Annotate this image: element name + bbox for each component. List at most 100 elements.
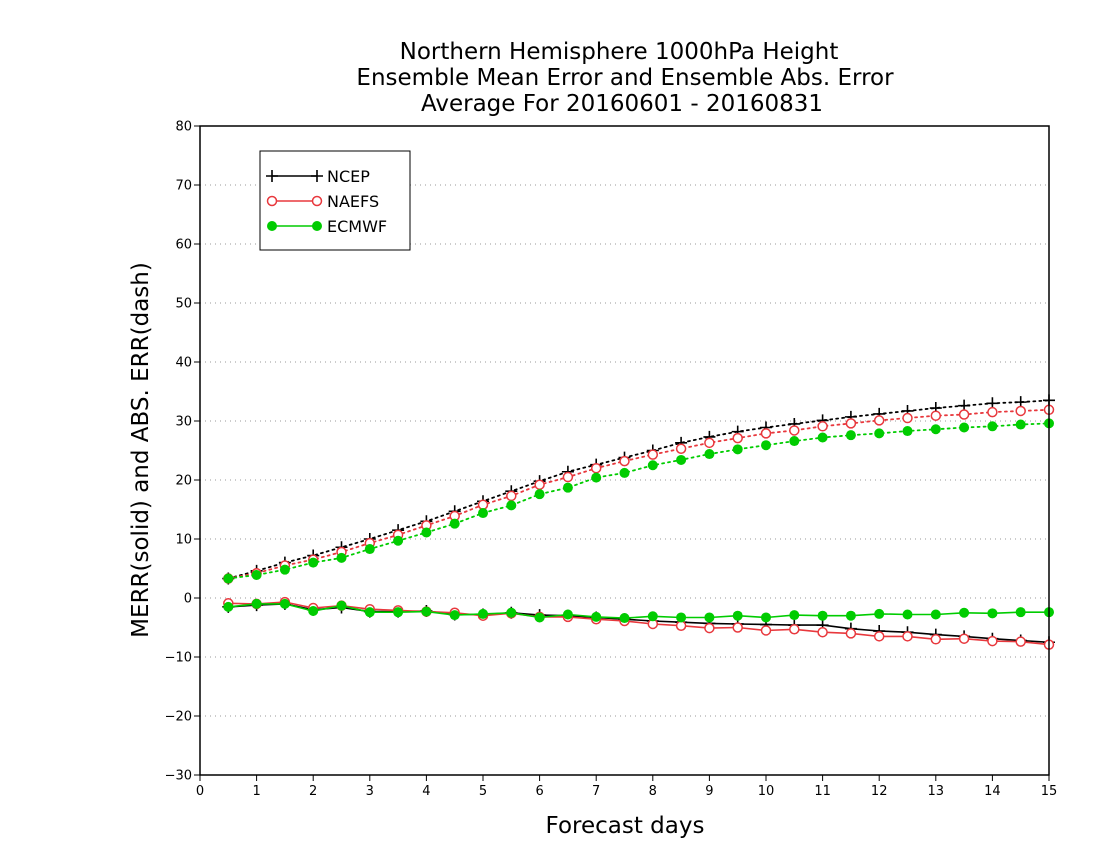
x-tick-label: 14 — [984, 784, 1001, 799]
data-point-ecmwf-merr — [449, 610, 460, 621]
data-point-naefs-abs-err — [562, 471, 574, 483]
x-tick-label: 4 — [422, 784, 430, 799]
x-tick-label: 2 — [309, 784, 317, 799]
data-point-naefs-merr — [732, 622, 743, 633]
data-point-naefs-merr — [789, 624, 800, 635]
y-axis-ticks: −30 −20 −10 0 10 20 30 40 50 60 70 80 — [165, 120, 200, 784]
data-point-naefs-abs-err — [817, 421, 828, 432]
data-point-ecmwf-merr — [478, 608, 488, 619]
x-tick-label: 3 — [366, 784, 374, 799]
data-point-naefs-abs-err — [675, 443, 687, 454]
y-tick-label: 20 — [175, 474, 192, 489]
y-tick-label: 50 — [175, 297, 192, 312]
series-naefs — [223, 404, 1055, 650]
data-point-ecmwf-merr — [732, 610, 743, 621]
series-line-ecmwf-merr — [228, 603, 1049, 619]
legend-marker-ncep — [266, 170, 278, 182]
y-tick-label: 70 — [175, 179, 192, 194]
legend-item-ncep: NCEP — [266, 167, 370, 186]
legend-label-ncep: NCEP — [327, 167, 370, 186]
data-point-ecmwf-abs-err — [817, 432, 828, 443]
data-point-ecmwf-merr — [817, 610, 828, 621]
data-point-ecmwf-abs-err — [732, 444, 743, 455]
data-point-naefs-abs-err — [760, 428, 772, 439]
y-tick-label: −10 — [165, 651, 192, 666]
data-point-naefs-merr — [817, 626, 828, 638]
data-point-ecmwf-merr — [562, 609, 573, 620]
data-point-ecmwf-abs-err — [562, 482, 573, 493]
data-point-naefs-merr — [704, 622, 715, 634]
data-point-ecmwf-abs-err — [251, 569, 262, 580]
data-point-naefs-merr — [958, 633, 970, 644]
data-point-ecmwf-merr — [930, 609, 941, 620]
data-point-naefs-abs-err — [590, 462, 602, 474]
data-point-naefs-abs-err — [873, 415, 885, 426]
data-point-ecmwf-abs-err — [393, 535, 404, 546]
data-point-ecmwf-abs-err — [534, 489, 545, 500]
legend-item-naefs: NAEFS — [266, 192, 379, 211]
grid-lines — [200, 184, 1049, 717]
data-point-ecmwf-merr — [421, 606, 432, 617]
data-point-ecmwf-merr — [393, 607, 404, 618]
data-point-ecmwf-abs-err — [676, 454, 687, 465]
data-point-ecmwf-abs-err — [704, 449, 715, 460]
series-line-ncep-abs-err — [227, 399, 1050, 580]
x-tick-label: 6 — [535, 784, 543, 799]
data-point-naefs-abs-err — [958, 409, 970, 420]
data-point-ecmwf-merr — [676, 612, 687, 623]
y-tick-label: 10 — [175, 533, 192, 548]
data-point-ecmwf-abs-err — [761, 440, 771, 451]
data-point-naefs-merr — [675, 620, 687, 631]
data-point-ecmwf-abs-err — [789, 436, 800, 447]
data-point-naefs-abs-err — [534, 479, 545, 490]
data-point-ecmwf-abs-err — [959, 422, 970, 433]
data-point-ecmwf-abs-err — [987, 421, 998, 432]
data-point-naefs-abs-err — [732, 432, 743, 444]
data-point-ecmwf-merr — [789, 610, 800, 621]
data-point-ecmwf-merr — [308, 605, 319, 616]
x-tick-label: 11 — [814, 784, 831, 799]
data-point-ecmwf-abs-err — [591, 472, 602, 483]
data-point-naefs-abs-err — [789, 425, 800, 436]
series-ecmwf — [223, 418, 1054, 624]
data-point-ecmwf-merr — [959, 607, 970, 618]
data-point-naefs-merr — [1015, 636, 1026, 647]
data-point-ecmwf-abs-err — [647, 460, 658, 471]
data-point-ecmwf-merr — [761, 612, 771, 623]
data-point-ecmwf-abs-err — [1015, 419, 1026, 430]
data-point-naefs-abs-err — [930, 410, 942, 421]
data-point-naefs-merr — [760, 625, 772, 636]
series-layer — [222, 394, 1055, 650]
legend-marker-ecmwf — [312, 221, 322, 231]
y-tick-label: 0 — [184, 592, 192, 607]
data-point-ecmwf-abs-err — [902, 426, 913, 437]
data-point-ecmwf-abs-err — [478, 508, 488, 519]
y-tick-label: 60 — [175, 238, 192, 253]
data-point-ecmwf-merr — [364, 607, 375, 618]
chart-title-line-2: Ensemble Mean Error and Ensemble Abs. Er… — [356, 65, 894, 91]
data-point-ecmwf-merr — [591, 611, 602, 622]
data-point-ecmwf-merr — [223, 601, 234, 612]
legend: NCEP NAEFS ECMWF — [259, 150, 411, 251]
data-point-ecmwf-abs-err — [506, 500, 517, 511]
data-point-ecmwf-abs-err — [449, 518, 460, 529]
plot-frame — [199, 125, 1050, 776]
legend-label-ecmwf: ECMWF — [327, 217, 387, 236]
legend-item-ecmwf: ECMWF — [267, 217, 387, 236]
data-point-ecmwf-merr — [845, 610, 856, 621]
data-point-ecmwf-merr — [874, 608, 885, 619]
data-point-ecmwf-merr — [534, 612, 545, 623]
legend-marker-naefs — [311, 195, 323, 207]
data-point-ecmwf-abs-err — [845, 430, 856, 441]
data-point-naefs-abs-err — [845, 418, 857, 429]
data-point-ecmwf-merr — [336, 600, 347, 611]
data-point-naefs-abs-err — [477, 499, 489, 511]
data-point-ecmwf-merr — [1015, 607, 1026, 618]
x-tick-label: 8 — [649, 784, 657, 799]
data-point-ecmwf-merr — [647, 611, 658, 622]
data-point-ecmwf-merr — [506, 607, 517, 618]
series-ncep — [222, 394, 1055, 649]
x-tick-label: 5 — [479, 784, 487, 799]
data-point-naefs-merr — [930, 634, 942, 645]
